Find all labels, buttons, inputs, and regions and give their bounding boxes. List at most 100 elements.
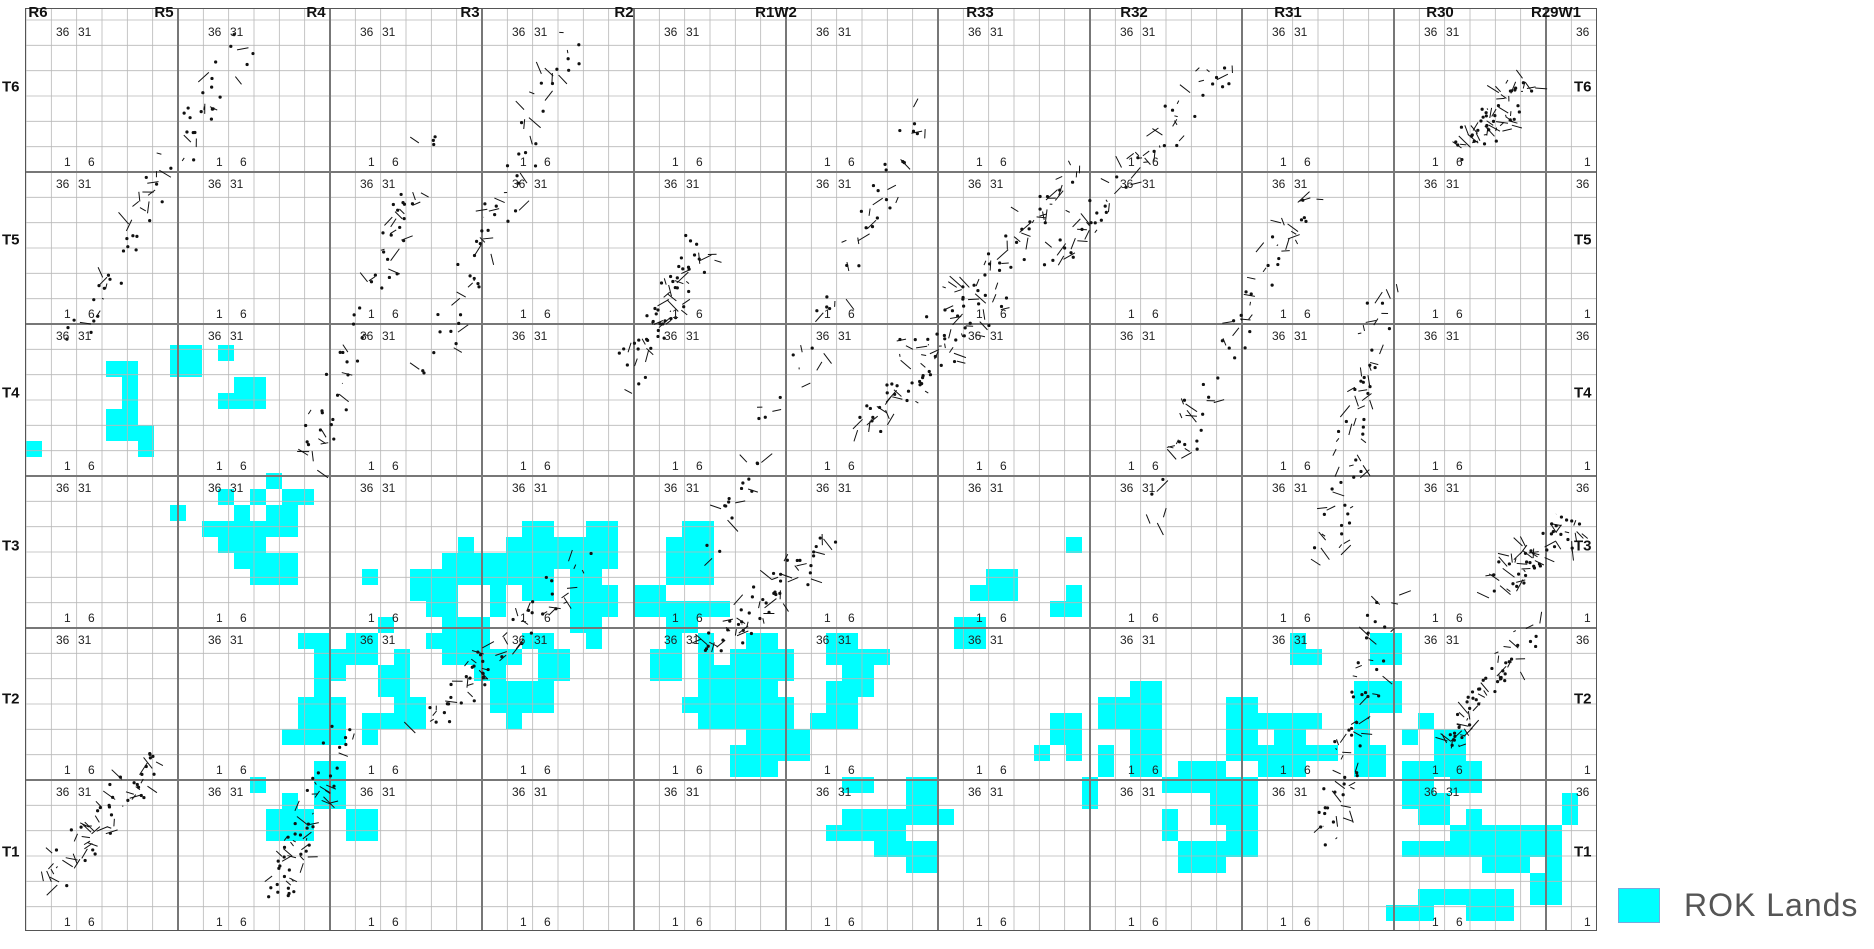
corner-number: 36	[968, 177, 982, 191]
rok-land-parcel	[266, 505, 298, 521]
corner-number: 36	[1424, 177, 1438, 191]
rok-land-parcel	[874, 825, 906, 857]
corner-number: 36	[816, 481, 830, 495]
rok-land-parcel	[1466, 809, 1482, 841]
rok-land-parcel	[602, 521, 618, 553]
rok-land-parcel	[570, 553, 602, 569]
rok-land-parcel	[378, 665, 410, 681]
corner-number: 31	[990, 481, 1004, 495]
corner-number: 36	[1120, 481, 1134, 495]
rok-land-parcel	[442, 553, 458, 585]
corner-number: 1	[672, 307, 679, 321]
rok-land-parcel	[426, 633, 442, 649]
rok-land-parcel	[250, 553, 266, 585]
corner-number: 36	[56, 25, 70, 39]
rok-land-parcel	[1482, 889, 1514, 921]
rok-land-parcel	[1242, 713, 1258, 729]
rok-land-parcel	[1402, 841, 1418, 857]
corner-number: 31	[1142, 25, 1156, 39]
range-label: R30	[1426, 4, 1454, 21]
corner-number: 6	[392, 155, 399, 169]
corner-number: 36	[360, 329, 374, 343]
corner-number: 6	[544, 915, 551, 929]
corner-number: 31	[838, 633, 852, 647]
corner-number: 1	[976, 915, 983, 929]
rok-land-parcel	[826, 633, 858, 665]
corner-number: 6	[544, 763, 551, 777]
corner-number: 31	[230, 481, 244, 495]
corner-number: 36	[664, 329, 678, 343]
rok-land-parcel	[730, 745, 746, 761]
corner-number: 31	[1446, 785, 1460, 799]
rok-land-parcel	[778, 729, 810, 761]
range-label: R3	[460, 4, 480, 21]
rok-land-parcel	[634, 585, 666, 617]
rok-land-parcel	[266, 553, 298, 585]
corner-number: 36	[1576, 633, 1590, 647]
rok-land-parcel	[1210, 777, 1242, 809]
rok-land-parcel	[1066, 745, 1082, 761]
corner-number: 31	[534, 633, 548, 647]
township-label: T5	[1574, 231, 1592, 249]
rok-land-parcel	[874, 809, 890, 825]
rok-land-parcel	[682, 697, 714, 713]
township-label: T2	[2, 690, 20, 708]
rok-land-parcel	[746, 633, 778, 649]
corner-number: 6	[88, 155, 95, 169]
corner-number: 6	[544, 155, 551, 169]
corner-number: 6	[696, 307, 703, 321]
rok-land-parcel	[1466, 889, 1482, 921]
corner-number: 1	[520, 459, 527, 473]
township-label: T1	[2, 843, 20, 861]
corner-number: 1	[368, 307, 375, 321]
corner-number: 1	[1128, 155, 1135, 169]
corner-number: 36	[208, 25, 222, 39]
rok-land-parcel	[1418, 889, 1434, 921]
map-panel: 36 31 1 6 36 31 1 6 36 31 1 6 36 31 1 6 36 31 1 6 36 31 1 6 36 31…	[25, 8, 1597, 931]
corner-number: 1	[368, 459, 375, 473]
corner-number: 6	[1456, 307, 1463, 321]
rok-land-parcel	[458, 649, 474, 665]
corner-number: 31	[78, 785, 92, 799]
corner-number: 1	[1584, 763, 1591, 777]
corner-number: 31	[838, 481, 852, 495]
rok-land-parcel	[1050, 713, 1082, 729]
corner-number: 6	[1000, 155, 1007, 169]
corner-number: 1	[520, 763, 527, 777]
township-label: T2	[1574, 690, 1592, 708]
rok-land-parcel	[570, 601, 602, 617]
corner-number: 1	[672, 763, 679, 777]
rok-land-parcel	[1450, 761, 1482, 793]
corner-number: 36	[1120, 633, 1134, 647]
corner-number: 1	[1584, 611, 1591, 625]
rok-land-parcel	[842, 809, 874, 841]
corner-number: 1	[1280, 763, 1287, 777]
corner-number: 36	[664, 633, 678, 647]
corner-number: 31	[1142, 329, 1156, 343]
rok-land-parcel	[1354, 713, 1370, 729]
corner-number: 6	[240, 611, 247, 625]
rok-land-parcel	[218, 521, 234, 553]
corner-number: 6	[696, 155, 703, 169]
corner-number: 1	[1584, 307, 1591, 321]
corner-number: 31	[1294, 25, 1308, 39]
rok-land-parcel	[762, 713, 778, 729]
rok-land-parcel	[1418, 713, 1434, 729]
corner-number: 6	[848, 459, 855, 473]
corner-number: 31	[534, 177, 548, 191]
corner-number: 6	[392, 307, 399, 321]
corner-number: 1	[64, 459, 71, 473]
township-label: T5	[2, 231, 20, 249]
corner-number: 1	[824, 915, 831, 929]
range-label: R32	[1120, 4, 1148, 21]
corner-number: 6	[544, 611, 551, 625]
corner-number: 1	[976, 763, 983, 777]
corner-number: 1	[672, 459, 679, 473]
corner-number: 31	[686, 633, 700, 647]
rok-land-parcel	[458, 537, 474, 569]
rok-land-parcel	[1434, 889, 1466, 905]
corner-number: 36	[360, 785, 374, 799]
rok-land-parcel	[234, 505, 250, 521]
section-corner-numbers: 36 31 1 6 36 31 1 6 36 31 1 6 36 31 1 6 36 31 1 6 36 31 1 6 36 31…	[56, 25, 1591, 929]
corner-number: 36	[512, 633, 526, 647]
